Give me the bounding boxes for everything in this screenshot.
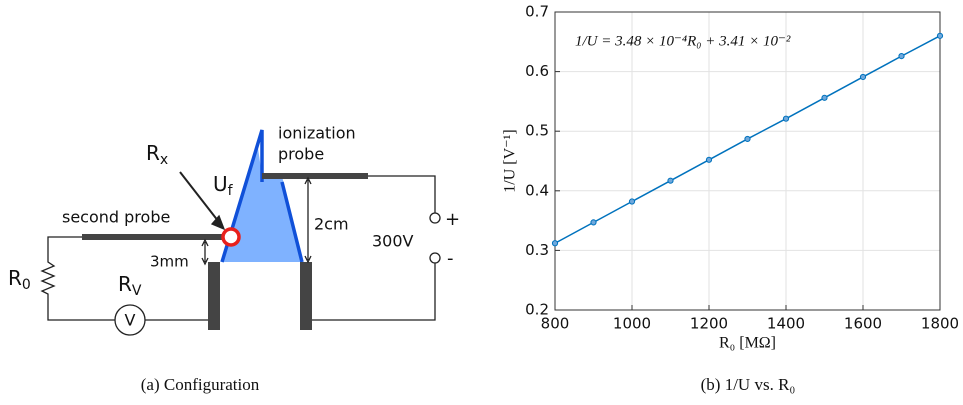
label-main: U <box>213 172 228 196</box>
terminal <box>429 252 441 264</box>
data-point <box>859 73 867 81</box>
label: - <box>447 248 454 269</box>
label-sub: 0 <box>22 277 31 293</box>
label-sub: x <box>160 152 168 168</box>
voltmeter <box>114 304 146 336</box>
label: 2cm <box>314 215 349 234</box>
x-tick-label: 1600 <box>844 315 882 333</box>
data-point <box>898 53 905 60</box>
label-main: R <box>146 141 160 165</box>
wire <box>40 236 208 321</box>
y-tick-label: 0.7 <box>525 3 549 21</box>
data-point <box>667 177 674 184</box>
y-tick-label: 0.2 <box>525 301 549 319</box>
data-point <box>744 135 751 143</box>
dimension <box>201 238 209 266</box>
label: ionization <box>278 124 356 143</box>
label-sub: f <box>228 183 234 199</box>
data-point <box>821 94 828 101</box>
flame-outline <box>220 129 304 263</box>
label: + <box>445 209 460 230</box>
data-point <box>705 156 713 163</box>
label: 3mm <box>150 253 189 271</box>
dimension <box>304 176 312 264</box>
ionization-probe <box>262 173 368 179</box>
arrowhead <box>210 214 226 231</box>
y-tick-label: 0.4 <box>525 181 549 199</box>
label: V <box>125 311 136 330</box>
electrode <box>208 262 220 330</box>
x-tick-label: 1800 <box>921 315 959 333</box>
x-tick-label: 800 <box>541 315 570 333</box>
label: Rx <box>146 141 168 169</box>
y-tick-label: 0.3 <box>525 241 549 259</box>
second-probe <box>82 234 222 240</box>
configuration-diagram <box>40 129 441 336</box>
data-point <box>590 219 597 226</box>
label: probe <box>278 145 324 164</box>
data-point <box>782 115 790 122</box>
y-tick-label: 0.6 <box>525 62 549 80</box>
caption: (a) Configuration <box>141 375 260 394</box>
electrode <box>300 262 312 330</box>
label-main: R <box>8 266 22 290</box>
contact-point <box>221 227 241 247</box>
label-sub: V <box>132 283 142 299</box>
label: R0 <box>8 266 31 294</box>
label: RV <box>118 272 142 300</box>
y-tick-label: 0.5 <box>525 122 549 140</box>
data-point <box>936 32 944 39</box>
wire <box>312 175 436 321</box>
plot-area <box>555 12 940 310</box>
data-point <box>551 240 559 247</box>
x-tick-label: 1000 <box>613 315 651 333</box>
label: second probe <box>62 208 170 227</box>
label-main: R <box>118 272 132 296</box>
x-tick-label: 1400 <box>767 315 805 333</box>
terminal <box>429 212 441 224</box>
caption: (b) 1/U vs. R₀ <box>701 375 796 394</box>
label: 300V <box>372 232 414 251</box>
annotation: 1/U = 3.48 × 10⁻⁴R₀ + 3.41 × 10⁻² <box>575 33 791 49</box>
x-tick-label: 1200 <box>690 315 728 333</box>
axes-box <box>554 11 941 311</box>
label: Uf <box>213 172 234 200</box>
y-axis-label: 1/U [V⁻¹] <box>502 129 519 192</box>
data-point <box>628 198 636 205</box>
x-axis-label: R₀ [MΩ] <box>719 335 776 352</box>
arrow <box>179 171 223 227</box>
